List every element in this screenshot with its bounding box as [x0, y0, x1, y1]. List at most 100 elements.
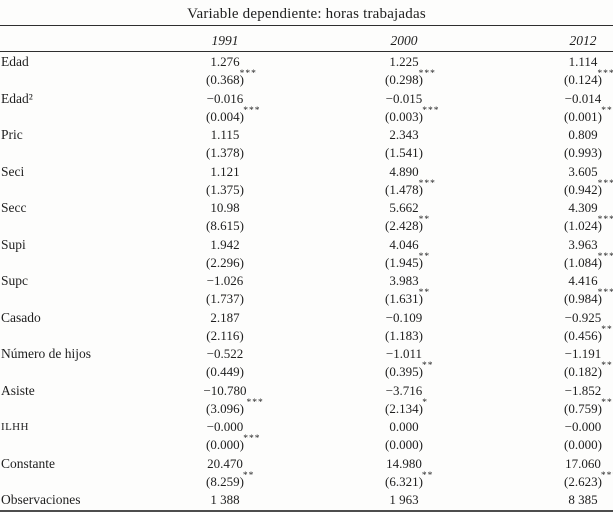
coefficient: 0.000	[389, 419, 419, 434]
table-row-numero-de-hijos: Número de hijos −0.522 (0.449) −1.011 ** …	[0, 345, 613, 382]
std-error: (1.378)	[206, 145, 244, 161]
cell: 4.309*** (1.024)	[488, 199, 613, 236]
significance-stars: ***	[243, 105, 261, 116]
significance-stars: ***	[597, 288, 613, 298]
row-label: Edad²	[1, 90, 33, 106]
cell: 17.060*** (2.623)	[488, 455, 613, 492]
row-label: Secc	[1, 200, 27, 215]
cell: −1.852 ** (0.759)	[488, 382, 613, 419]
cell: 4.890 *** (1.478)	[320, 163, 488, 200]
cell: −0.109 (1.183)	[320, 309, 488, 346]
row-label: Asiste	[1, 382, 35, 398]
coefficient: −1.011	[385, 346, 423, 361]
row-label: Observaciones	[1, 492, 81, 507]
coefficient: 17.060	[565, 455, 601, 471]
coefficient: 2.343	[389, 127, 419, 142]
table-row-supi: Supi 1.942 (2.296) 4.046 ** (1.945) 3.963…	[0, 236, 613, 273]
std-error: (0.942)	[564, 181, 602, 197]
coefficient: −0.014	[564, 90, 602, 106]
std-error: (0.984)	[564, 291, 602, 307]
std-error: (0.001)	[564, 108, 602, 124]
cell: −0.016 *** (0.004)	[130, 90, 320, 127]
column-header-2012: 2012	[569, 33, 597, 48]
coefficient: 1.115	[210, 127, 240, 142]
cell: 14.980 ** (6.321)	[320, 455, 488, 492]
coefficient: 20.470	[207, 455, 243, 471]
coefficient: −0.016	[206, 90, 244, 106]
significance-stars: ***	[597, 178, 613, 189]
coefficient: −0.000	[564, 419, 602, 434]
significance-stars: **	[242, 470, 255, 481]
row-label: Seci	[1, 163, 25, 179]
significance-stars: **	[418, 251, 431, 262]
table-row-supc: Supc −1.026 (1.737) 3.983 ** (1.631) 4.41…	[0, 272, 613, 309]
coefficient: 1.114	[568, 54, 598, 69]
cell: 20.470 ** (8.259)	[130, 455, 320, 492]
std-error: (0.456)	[564, 327, 602, 343]
std-error: (0.368)	[206, 72, 244, 88]
std-error: (2.296)	[206, 254, 244, 270]
significance-stars: ***	[422, 105, 440, 116]
std-error: (8.615)	[206, 218, 244, 234]
row-label: Supc	[1, 273, 28, 288]
bottom-rule	[0, 510, 613, 512]
cell: 0.809 (0.993)	[488, 126, 613, 163]
coefficient: 3.605	[568, 163, 598, 179]
table-row-ilhh: ILHH −0.000 *** (0.000) 0.000 (0.000) −0.…	[0, 418, 613, 455]
significance-stars: **	[601, 324, 613, 335]
std-error: (1.478)	[385, 181, 423, 197]
coefficient: 5.662	[389, 200, 419, 215]
row-label: Número de hijos	[1, 346, 91, 361]
std-error: (1.183)	[385, 327, 423, 343]
cell: −0.015 *** (0.003)	[320, 90, 488, 127]
table-row-casado: Casado 2.187 (2.116) −0.109 (1.183) −0.9…	[0, 309, 613, 346]
significance-stars: ***	[246, 397, 264, 408]
significance-stars: ***	[418, 178, 436, 189]
std-error: (0.000)	[385, 437, 423, 453]
cell: 1.225 *** (0.298)	[320, 53, 488, 90]
std-error: (2.116)	[206, 327, 244, 343]
observations-value: 8 385	[568, 492, 598, 507]
coefficient: −0.925	[564, 309, 602, 325]
std-error: (1.084)	[564, 254, 602, 270]
coefficient: −1.852	[564, 382, 602, 398]
row-label: Edad	[1, 54, 29, 69]
coefficient: −3.716	[385, 382, 423, 398]
std-error: (0.759)	[564, 400, 602, 416]
coefficient: 14.980	[386, 455, 422, 471]
coefficient: −1.191	[564, 346, 602, 361]
std-error: (0.449)	[206, 364, 244, 380]
coefficient: −0.015	[385, 90, 423, 106]
column-header-1991: 1991	[211, 33, 239, 48]
observations-value: 1 963	[389, 492, 419, 507]
cell: 3.963*** (1.084)	[488, 236, 613, 273]
cell: 1.115 (1.378)	[130, 126, 320, 163]
std-error: (1.024)	[564, 218, 602, 234]
coefficient: 3.963	[568, 236, 598, 252]
cell: −1.011 ** (0.395)	[320, 345, 488, 382]
table-row-edad: Edad 1.276 *** (0.368) 1.225 *** (0.298) 1…	[0, 53, 613, 90]
cell: 5.662 ** (2.428)	[320, 199, 488, 236]
cell: 4.046 ** (1.945)	[320, 236, 488, 273]
std-error: (2.428)	[385, 218, 423, 234]
table-title: Variable dependiente: horas trabajadas	[187, 6, 426, 22]
std-error: (0.004)	[206, 108, 244, 124]
coefficient: 3.983	[389, 273, 419, 288]
coefficient: 1.942	[210, 236, 240, 252]
row-label: Supi	[1, 236, 26, 252]
row-label: ILHH	[1, 421, 29, 433]
cell: 1.942 (2.296)	[130, 236, 320, 273]
std-error: (2.134)	[385, 400, 423, 416]
significance-stars: ***	[601, 105, 613, 116]
std-error: (1.737)	[206, 291, 244, 307]
cell: −0.014*** (0.001)	[488, 90, 613, 127]
cell: −0.522 (0.449)	[130, 345, 320, 382]
column-header-2000: 2000	[390, 33, 418, 48]
cell: −3.716 * (2.134)	[320, 382, 488, 419]
cell: 3.983 ** (1.631)	[320, 272, 488, 309]
row-label: Casado	[1, 309, 41, 325]
table-row-seci: Seci 1.121 (1.375) 4.890 *** (1.478) 3.60…	[0, 163, 613, 200]
std-error: (0.000)	[206, 437, 244, 453]
significance-stars: **	[421, 470, 434, 481]
cell: 0.000 (0.000)	[320, 418, 488, 455]
